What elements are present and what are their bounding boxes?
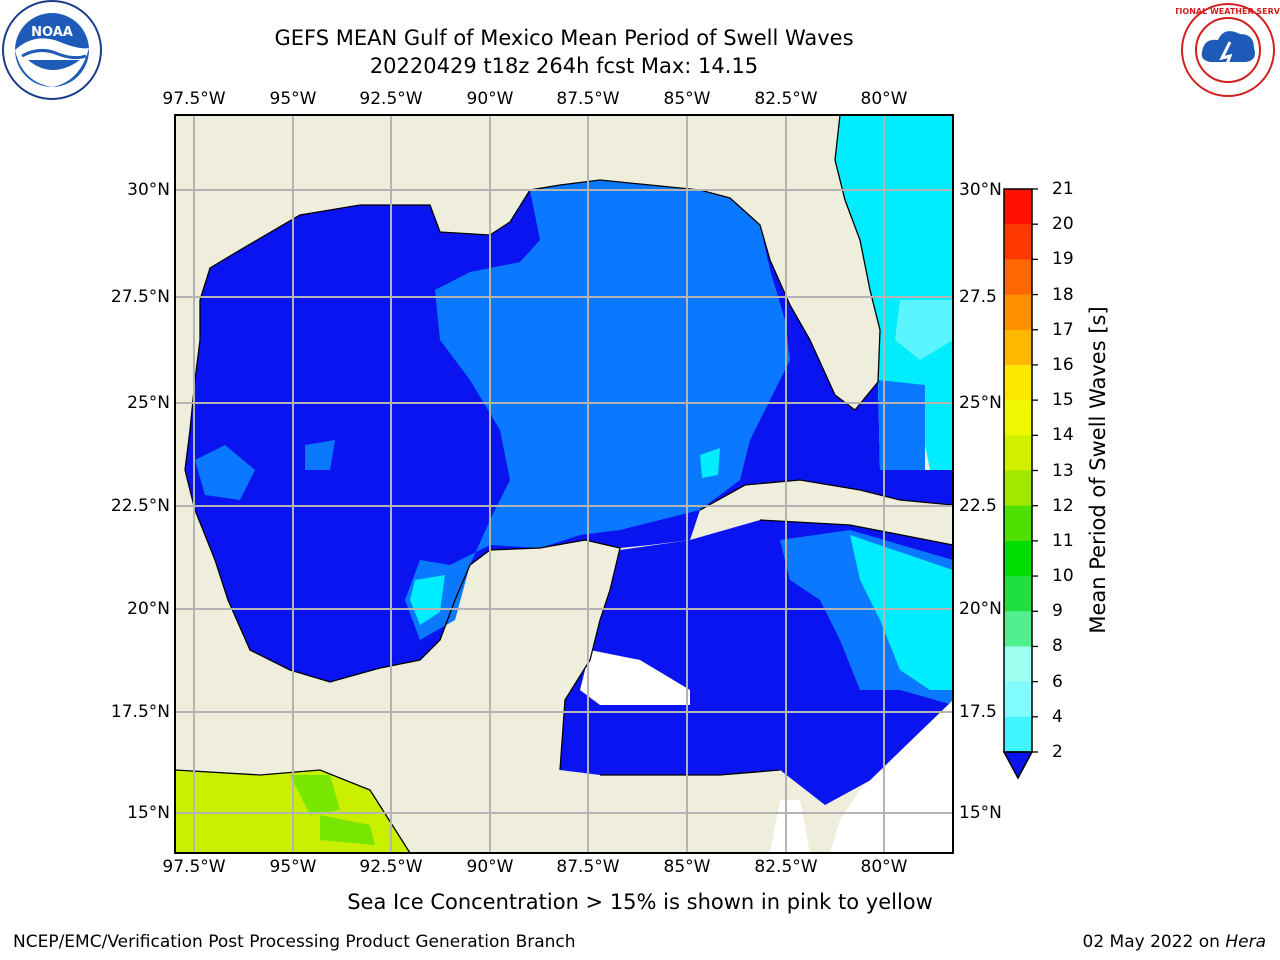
footer-credit: NCEP/EMC/Verification Post Processing Pr… (13, 932, 576, 952)
colorbar-tick-label: 17 (1052, 319, 1074, 340)
colorbar (1002, 188, 1038, 780)
nws-logo: NATIONAL WEATHER SERVICE (1162, 2, 1280, 106)
caribbean-cyan (850, 535, 953, 690)
noaa-logo: NOAA (0, 0, 104, 108)
colorbar-tick-label: 15 (1052, 390, 1074, 411)
lon-label: 87.5°W (556, 857, 620, 877)
colorbar-tick-label: 20 (1052, 214, 1074, 235)
lat-label: 30°N (959, 180, 1002, 200)
colorbar-tick-label: 2 (1052, 742, 1063, 762)
lat-label: 22.5°N (110, 496, 170, 516)
colorbar-tick-label: 10 (1052, 566, 1074, 587)
svg-text:NOAA: NOAA (31, 25, 73, 40)
lat-label: 30°N (127, 180, 170, 200)
lat-label: 20°N (959, 599, 1002, 619)
lon-label: 95°W (269, 89, 317, 109)
lat-label: 17.5°N (110, 702, 170, 722)
footer-date-text: 02 May 2022 on (1082, 932, 1220, 952)
colorbar-segment (1004, 681, 1032, 718)
lat-label: 27.5 (959, 287, 997, 307)
lon-label: 80°W (860, 857, 908, 877)
colorbar-segment (1004, 189, 1032, 225)
colorbar-tick-label: 8 (1052, 636, 1063, 657)
footer-host: Hera (1225, 932, 1266, 952)
colorbar-tick-label: 14 (1052, 425, 1074, 446)
lat-label: 17.5 (959, 702, 997, 722)
colorbar-tick-label: 11 (1052, 530, 1074, 551)
colorbar-segment (1004, 400, 1032, 436)
lat-label: 15°N (959, 803, 1002, 823)
colorbar-tick-label: 12 (1052, 495, 1074, 516)
sea-ice-note-text: Sea Ice Concentration > 15% is shown in … (347, 890, 933, 914)
lon-label: 92.5°W (359, 857, 423, 877)
colorbar-title: Mean Period of Swell Waves [s] (1086, 306, 1110, 634)
lat-label: 25°N (959, 393, 1002, 413)
colorbar-segment (1004, 329, 1032, 366)
lon-label: 90°W (466, 89, 514, 109)
colorbar-tick-label: 4 (1052, 706, 1063, 727)
colorbar-tick-label: 18 (1052, 284, 1074, 305)
lon-label: 85°W (663, 89, 711, 109)
coastline (199, 115, 881, 411)
colorbar-segment (1004, 364, 1032, 401)
gulf-ocean-mid (405, 180, 790, 640)
colorbar-tick-label: 16 (1052, 354, 1074, 375)
lon-label: 97.5°W (162, 89, 226, 109)
colorbar-tick-label: 13 (1052, 460, 1074, 481)
colorbar-tick-label: 21 (1052, 179, 1074, 199)
colorbar-segment (1004, 470, 1032, 507)
lon-label: 80°W (860, 89, 908, 109)
atlantic-cyan (835, 115, 953, 470)
lon-label: 85°W (663, 857, 711, 877)
lon-label: 92.5°W (359, 89, 423, 109)
colorbar-segment (1004, 540, 1032, 577)
lon-label: 82.5°W (754, 857, 818, 877)
colorbar-segment (1004, 259, 1032, 296)
colorbar-segment (1004, 435, 1032, 471)
lat-label: 25°N (127, 393, 170, 413)
graticule (175, 115, 953, 853)
colorbar-segment (1004, 646, 1032, 683)
lat-label: 22.5 (959, 496, 997, 516)
lat-label: 15°N (127, 803, 170, 823)
colorbar-segment (1004, 611, 1032, 647)
footer-date: 02 May 2022 on Hera (1083, 932, 1267, 952)
sea-ice-note: Sea Ice Concentration > 15% is shown in … (0, 890, 1280, 914)
lon-label: 90°W (466, 857, 514, 877)
chart-subtitle: 20220429 t18z 264h fcst Max: 14.15 (369, 54, 759, 78)
colorbar-segment (1004, 505, 1032, 542)
colorbar-segment (1004, 576, 1032, 612)
chart-title: GEFS MEAN Gulf of Mexico Mean Period of … (274, 26, 854, 50)
svg-text:NATIONAL WEATHER SERVICE: NATIONAL WEATHER SERVICE (1176, 7, 1280, 16)
colorbar-segment (1004, 294, 1032, 331)
lon-label: 97.5°W (162, 857, 226, 877)
lon-label: 82.5°W (754, 89, 818, 109)
colorbar-tick-label: 19 (1052, 249, 1074, 270)
colorbar-segment (1004, 224, 1032, 260)
colorbar-tick-label: 6 (1052, 671, 1063, 692)
colorbar-extend-arrow (1002, 751, 1034, 780)
lat-label: 27.5°N (110, 287, 170, 307)
colorbar-tick-label: 9 (1052, 601, 1063, 622)
lon-label: 87.5°W (556, 89, 620, 109)
lat-label: 20°N (127, 599, 170, 619)
colorbar-segment (1004, 716, 1032, 753)
lon-label: 95°W (269, 857, 317, 877)
